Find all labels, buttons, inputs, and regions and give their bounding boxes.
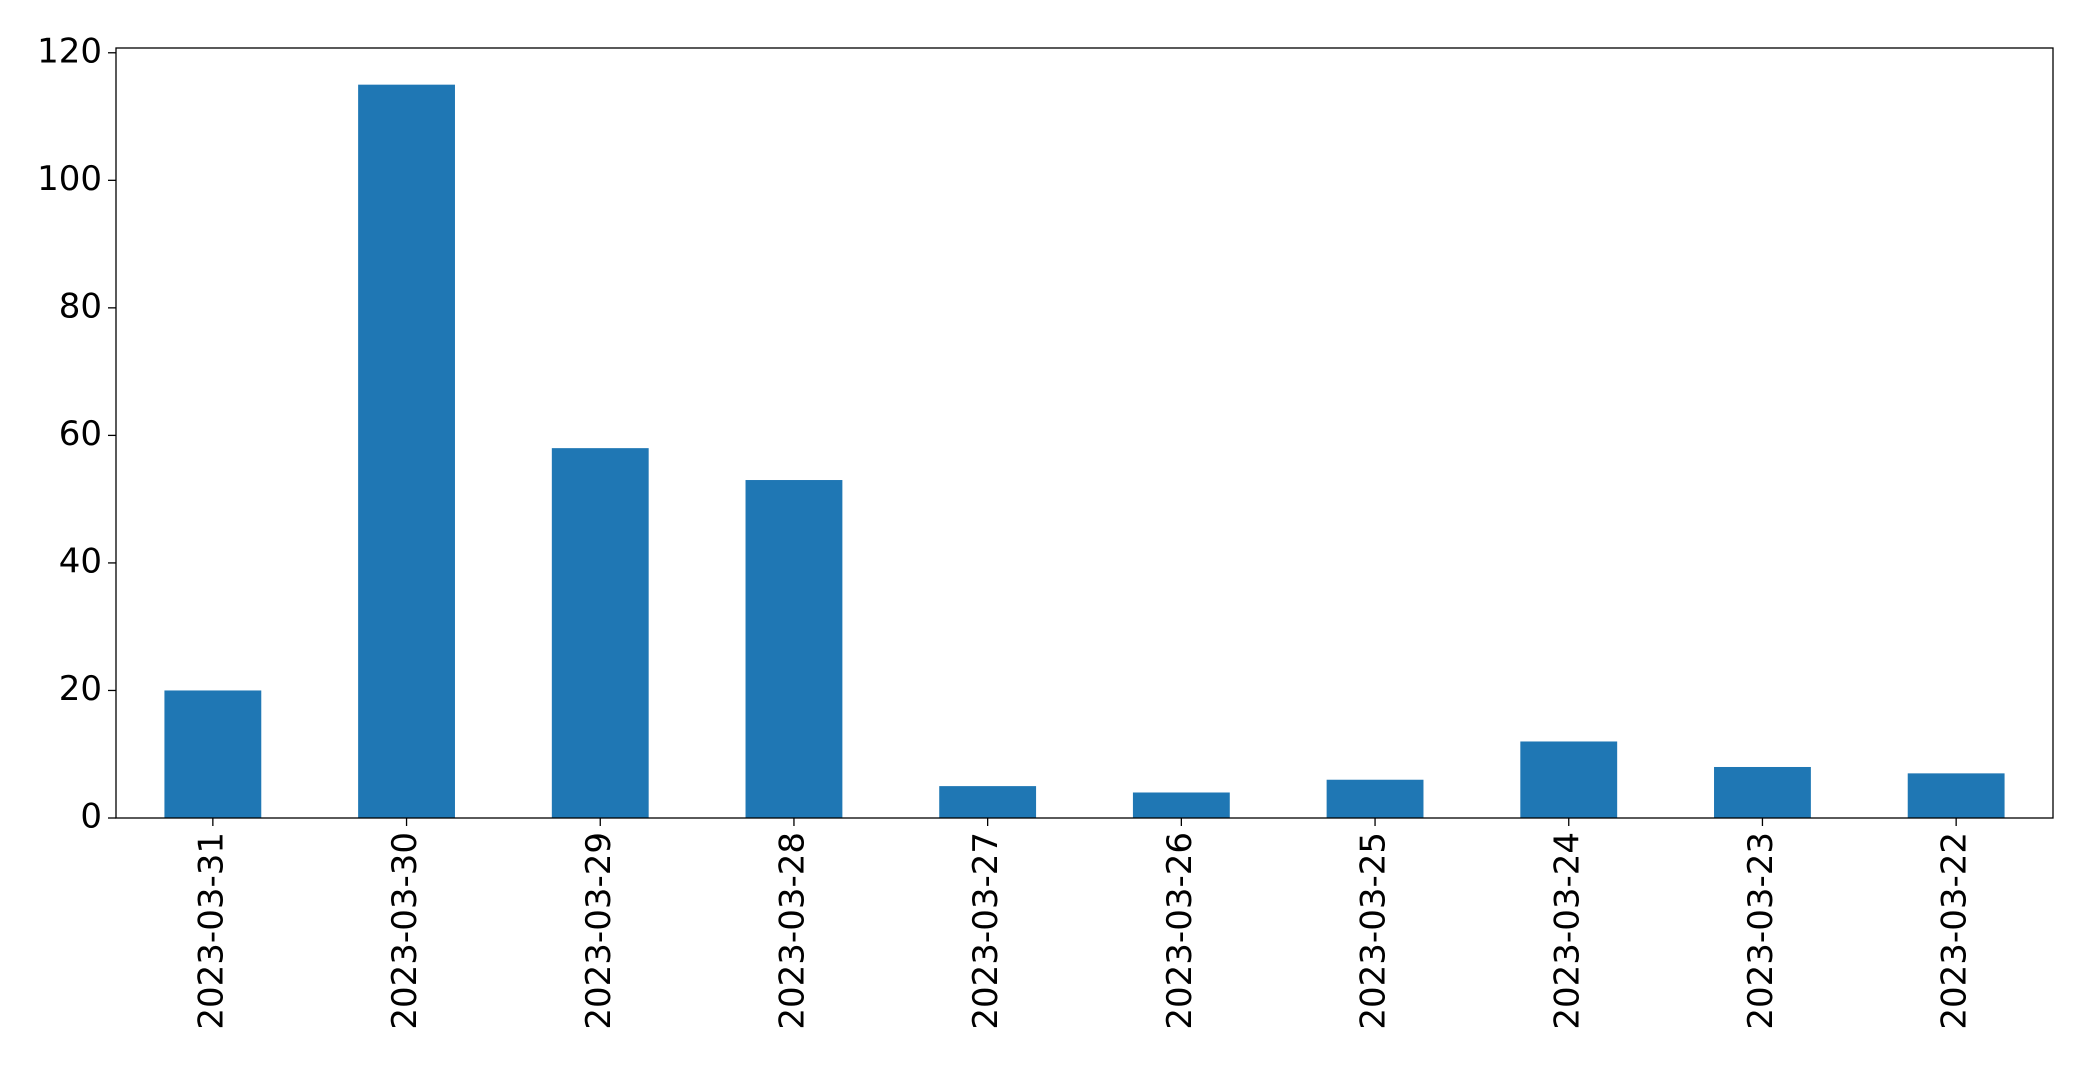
bar: [164, 690, 262, 818]
bar: [551, 448, 649, 818]
bar: [1520, 741, 1618, 818]
x-tick-label: 2023-03-26: [1160, 832, 1200, 1030]
x-tick-label: 2023-03-27: [966, 832, 1006, 1030]
x-tick-label: 2023-03-29: [579, 832, 619, 1030]
y-tick-label: 100: [37, 159, 102, 199]
x-tick-label: 2023-03-31: [191, 832, 231, 1030]
bar: [358, 84, 455, 818]
x-tick-label: 2023-03-22: [1935, 832, 1975, 1030]
y-tick-label: 60: [59, 414, 102, 454]
plot-frame: [115, 47, 2054, 819]
x-tick-label: 2023-03-24: [1547, 832, 1587, 1030]
x-tick-label: 2023-03-25: [1354, 832, 1394, 1030]
x-tick-label: 2023-03-30: [385, 832, 425, 1030]
bar: [1907, 773, 2005, 818]
y-tick-label: 20: [59, 669, 102, 709]
bar: [1714, 766, 1811, 818]
bar: [1326, 779, 1424, 818]
x-tick-label: 2023-03-28: [772, 832, 812, 1030]
y-tick-label: 40: [59, 541, 102, 581]
bar: [939, 786, 1037, 818]
bar: [745, 480, 843, 818]
y-tick-label: 120: [37, 31, 102, 71]
y-tick-label: 80: [59, 286, 102, 326]
bar: [1132, 792, 1230, 818]
y-tick-label: 0: [80, 797, 102, 837]
x-tick-label: 2023-03-23: [1741, 832, 1781, 1030]
